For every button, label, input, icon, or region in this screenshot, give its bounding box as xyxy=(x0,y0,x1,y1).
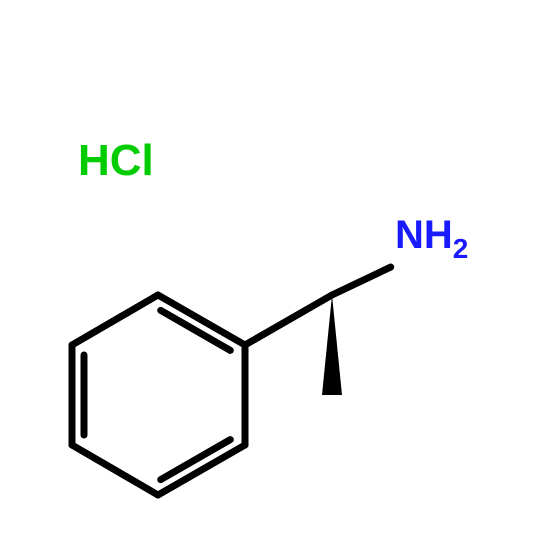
nh2-label: NH2 xyxy=(395,213,468,264)
wedge-bond xyxy=(322,295,342,395)
chemical-structure-canvas: HCl NH2 xyxy=(0,0,533,533)
hcl-label: HCl xyxy=(78,136,154,185)
